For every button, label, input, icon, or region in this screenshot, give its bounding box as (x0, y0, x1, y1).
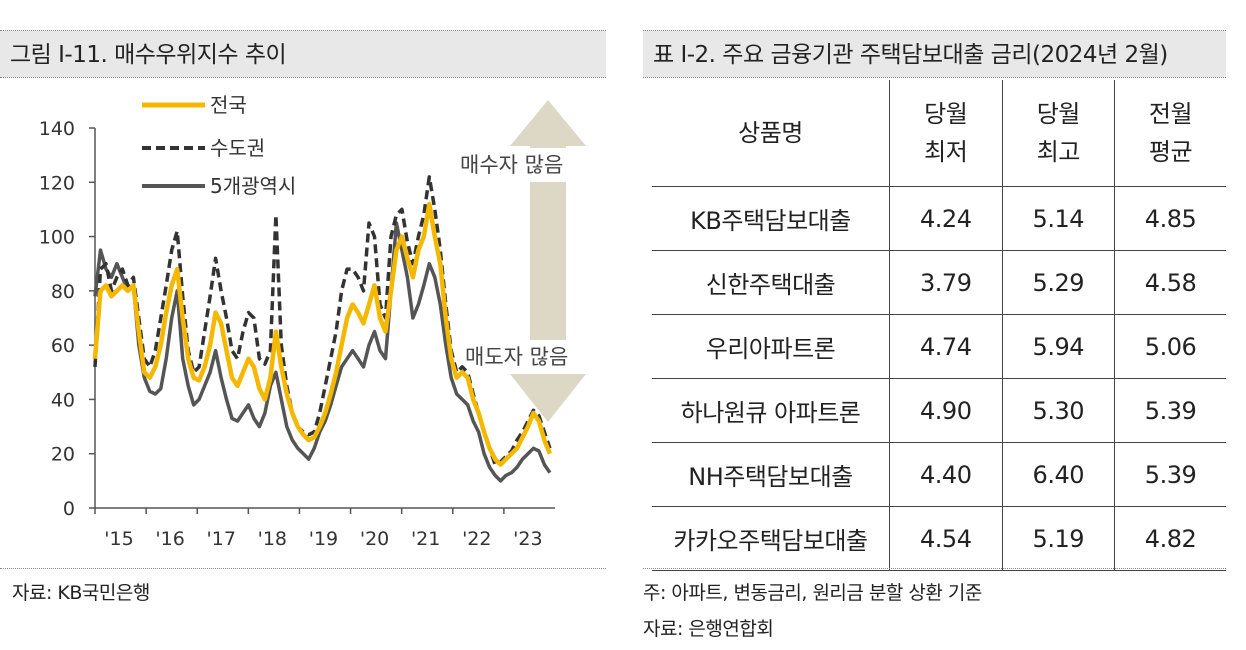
table-row: KB주택담보대출 4.24 5.14 4.85 (652, 186, 1226, 251)
x-tick-label: '22 (462, 528, 491, 550)
rate-max: 5.30 (1001, 378, 1116, 443)
header-prev-avg: 전월 평균 (1114, 80, 1226, 187)
rate-min: 4.40 (889, 442, 1003, 507)
rate-avg: 5.39 (1114, 378, 1226, 443)
product-name: KB주택담보대출 (652, 186, 890, 251)
x-tick-label: '16 (155, 528, 184, 550)
right-divider (643, 568, 1226, 569)
line-chart: 0 20 40 60 80 100 120 140 '15 '16 '17 '18 '19 '20 '21 '… (39, 93, 596, 550)
left-divider (0, 568, 606, 569)
y-tick-label: 140 (39, 118, 75, 140)
x-tick-label: '17 (207, 528, 236, 550)
rate-max: 6.40 (1001, 442, 1116, 507)
annotation-up: 매수자 많음 (460, 153, 563, 177)
series-line-전국 (92, 201, 552, 467)
legend-label-전국: 전국 (210, 93, 247, 117)
x-tick-label: '18 (258, 528, 287, 550)
rate-max: 5.29 (1001, 250, 1116, 315)
rate-min: 3.79 (889, 250, 1003, 315)
left-source: 자료: KB국민은행 (12, 582, 150, 604)
chart-title: 그림 Ⅰ-11. 매수우위지수 추이 (0, 30, 606, 78)
header-month-max: 당월 최고 (1001, 80, 1116, 187)
table-row: 신한주택대출 3.79 5.29 4.58 (652, 250, 1226, 315)
legend-label-수도권: 수도권 (210, 136, 265, 160)
header-product: 상품명 (652, 80, 890, 187)
rate-min: 4.54 (889, 506, 1003, 571)
rate-min: 4.24 (889, 186, 1003, 251)
table-row: 하나원큐 아파트론 4.90 5.30 5.39 (652, 378, 1226, 443)
product-name: 신한주택대출 (652, 250, 890, 315)
rate-max: 5.94 (1001, 314, 1116, 379)
rate-max: 5.14 (1001, 186, 1116, 251)
table-title: 표 Ⅰ-2. 주요 금융기관 주택담보대출 금리(2024년 2월) (643, 30, 1226, 78)
annotation-down: 매도자 많음 (465, 345, 568, 369)
y-tick-label: 120 (39, 172, 75, 194)
legend-label-5개광역시: 5개광역시 (210, 174, 296, 198)
table-header-row: 상품명 당월 최저 당월 최고 전월 평균 (652, 80, 1226, 187)
table-row: 카카오주택담보대출 4.54 5.19 4.82 (652, 506, 1226, 571)
annotation-bg-up (456, 148, 596, 182)
product-name: 하나원큐 아파트론 (652, 378, 890, 443)
product-name: NH주택담보대출 (652, 442, 890, 507)
right-source: 자료: 은행연합회 (643, 618, 774, 640)
header-month-min: 당월 최저 (889, 80, 1003, 187)
y-tick-label: 80 (51, 281, 75, 303)
x-tick-label: '23 (513, 528, 542, 550)
x-tick-label: '15 (104, 528, 133, 550)
table-note: 주: 아파트, 변동금리, 원리금 분할 상환 기준 (643, 582, 982, 604)
chart-axes: 0 20 40 60 80 100 120 140 '15 '16 '17 '18 '19 '20 '21 '… (39, 118, 555, 550)
series-line-5개광역시 (93, 221, 552, 483)
chart-legend: 전국 수도권 5개광역시 (142, 93, 296, 198)
x-tick-label: '19 (309, 528, 338, 550)
rate-max: 5.19 (1001, 506, 1116, 571)
table-row: 우리아파트론 4.74 5.94 5.06 (652, 314, 1226, 379)
x-tick-label: '20 (360, 528, 389, 550)
y-tick-label: 20 (51, 444, 75, 466)
x-tick-label: '21 (411, 528, 440, 550)
direction-arrow: 매수자 많음 매도자 많음 (456, 100, 596, 422)
y-tick-label: 0 (63, 498, 75, 520)
rate-avg: 5.39 (1114, 442, 1226, 507)
rate-avg: 4.85 (1114, 186, 1226, 251)
chart-series (92, 175, 552, 483)
y-tick-label: 100 (39, 227, 75, 249)
rate-avg: 5.06 (1114, 314, 1226, 379)
table-row: NH주택담보대출 4.40 6.40 5.39 (652, 442, 1226, 507)
double-arrow-shape (510, 100, 586, 422)
y-tick-label: 40 (51, 389, 75, 411)
rate-avg: 4.82 (1114, 506, 1226, 571)
product-name: 카카오주택담보대출 (652, 506, 890, 571)
rate-min: 4.74 (889, 314, 1003, 379)
y-tick-label: 60 (51, 335, 75, 357)
product-name: 우리아파트론 (652, 314, 890, 379)
rate-min: 4.90 (889, 378, 1003, 443)
annotation-bg-down (462, 340, 596, 374)
rate-table: 상품명 당월 최저 당월 최고 전월 평균 KB주택담보대출 4.24 5.14 4.… (652, 80, 1226, 571)
rate-avg: 4.58 (1114, 250, 1226, 315)
